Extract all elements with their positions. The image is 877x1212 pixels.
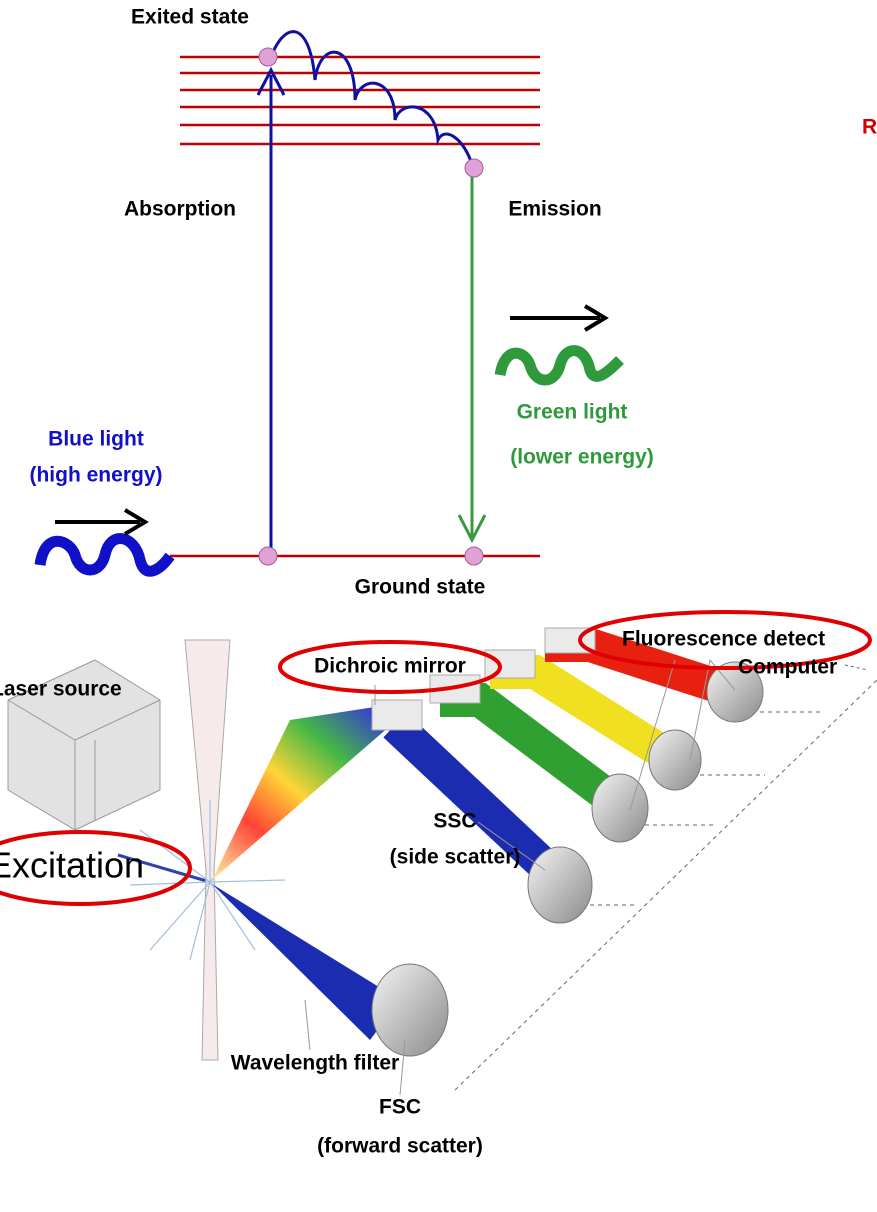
label: Fluorescence detect: [622, 628, 825, 651]
transitions: [34, 30, 624, 577]
electrons: [258, 47, 484, 566]
label: R: [862, 116, 877, 139]
label: SSC: [433, 810, 476, 833]
label: Computer: [738, 656, 837, 679]
label: Blue light: [48, 428, 144, 451]
label: Excitation: [0, 845, 144, 886]
label: Ground state: [355, 576, 486, 599]
label: FSC: [379, 1096, 421, 1119]
label: Exited state: [131, 6, 249, 29]
highlight-ellipses: [0, 610, 872, 906]
label: Absorption: [124, 198, 236, 221]
label: Green light: [517, 401, 628, 424]
labels: Exited state Absorption Emission Blue li…: [0, 6, 877, 1158]
label: Laser source: [0, 678, 122, 701]
label: Wavelength filter: [231, 1052, 399, 1075]
label: (high energy): [29, 464, 162, 487]
label: (lower energy): [510, 446, 654, 469]
energy-levels: [170, 55, 540, 558]
cytometer-drawing: [7, 627, 877, 1096]
label: (forward scatter): [317, 1135, 483, 1158]
label: Dichroic mirror: [314, 655, 466, 678]
label: (side scatter): [390, 846, 521, 869]
label: Emission: [508, 198, 601, 221]
